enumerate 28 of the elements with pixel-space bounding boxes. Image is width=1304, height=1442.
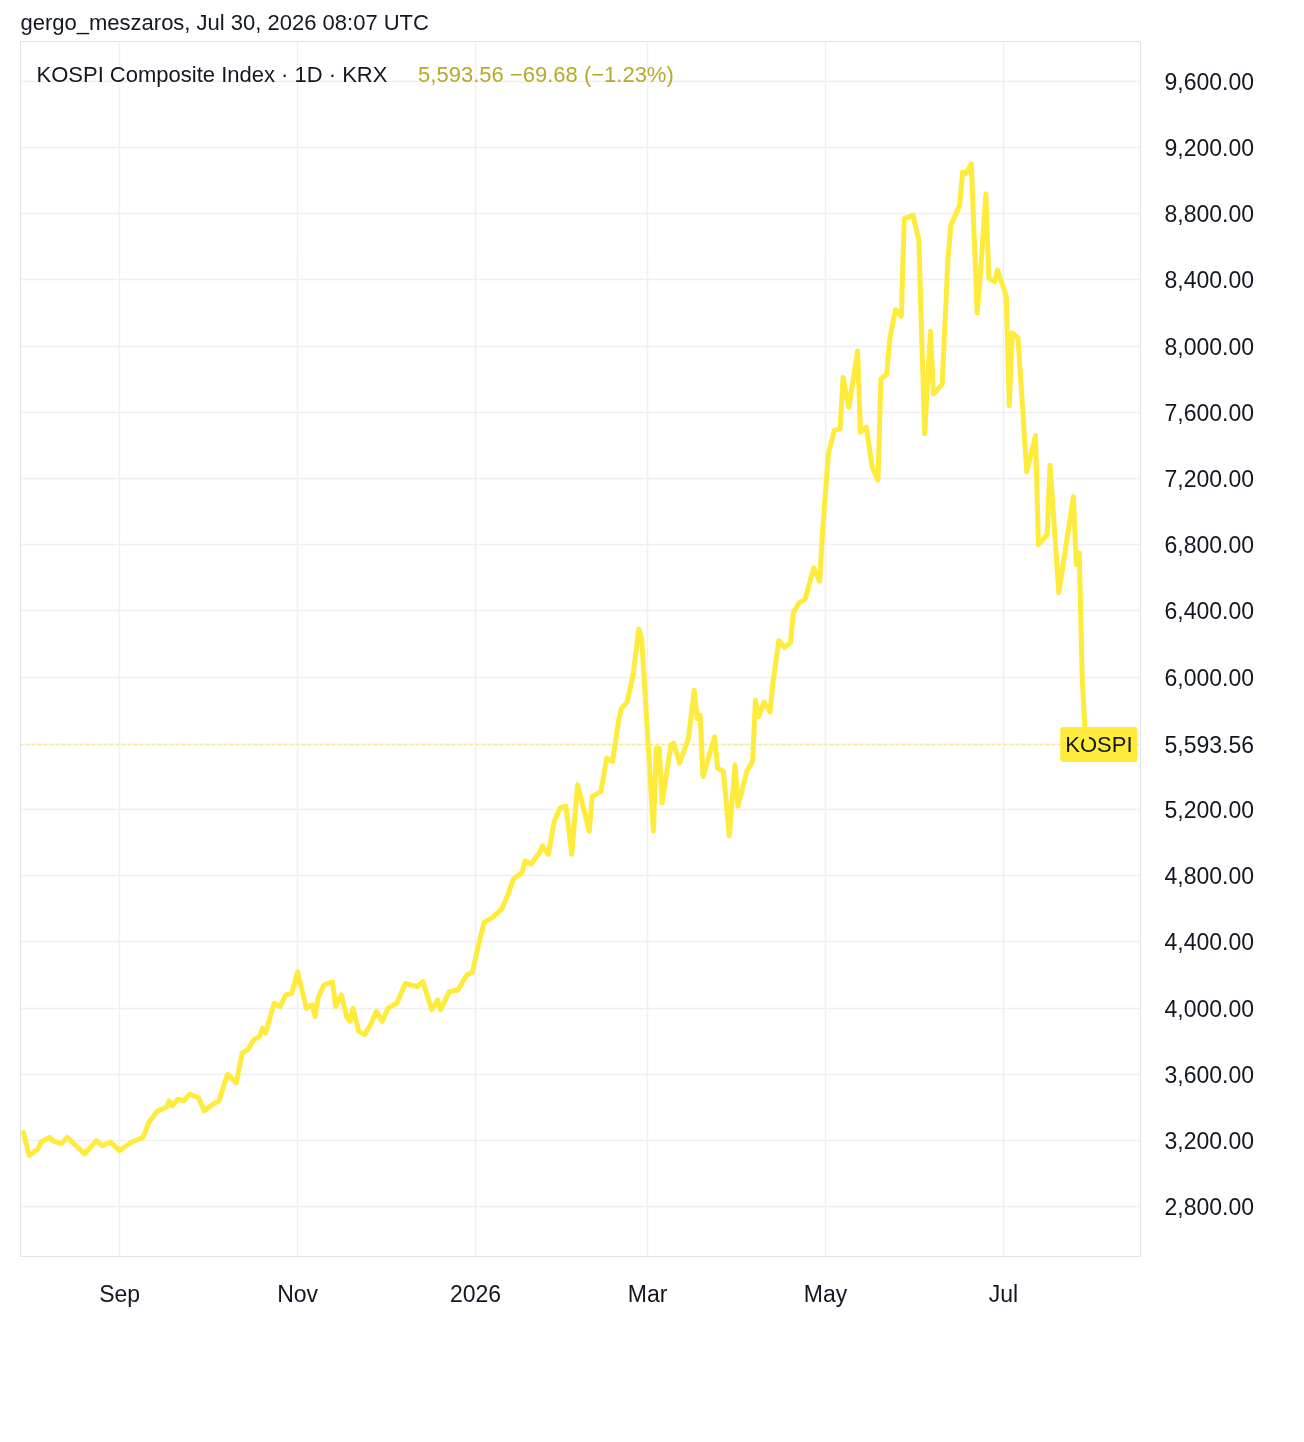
y-tick-label: 4,000.00 [1164, 995, 1255, 1022]
y-tick-label: 3,600.00 [1164, 1061, 1255, 1088]
y-tick-label: 4,400.00 [1164, 929, 1255, 956]
y-tick-label: 6,400.00 [1164, 598, 1255, 625]
x-tick-label: May [803, 1280, 848, 1307]
x-tick-label: Mar [627, 1280, 668, 1307]
y-tick-label: 8,000.00 [1164, 333, 1255, 360]
y-tick-label: 7,600.00 [1164, 399, 1255, 426]
x-tick-label: Sep [99, 1280, 141, 1307]
text: 5,593.56 −69.68 (−1.23%) [418, 62, 674, 87]
ref-line-label: KOSPI [1065, 731, 1133, 757]
y-tick-label: 8,800.00 [1164, 201, 1255, 228]
y-tick-label: 2,800.00 [1164, 1194, 1255, 1221]
x-tick-label: Nov [277, 1280, 319, 1307]
y-tick-label: 6,000.00 [1164, 664, 1255, 691]
x-tick-label: 2026 [449, 1280, 502, 1307]
y-tick-label: 8,400.00 [1164, 267, 1255, 294]
y-tick-label: 3,200.00 [1164, 1128, 1255, 1155]
text: gergo_meszaros, Jul 30, 2026 08:07 UTC [20, 9, 430, 35]
text: KOSPI Composite Index · 1D · KRX [36, 62, 388, 87]
y-tick-label: 6,800.00 [1164, 532, 1255, 559]
x-tick-label: Jul [988, 1280, 1019, 1307]
y-tick-label: 7,200.00 [1164, 466, 1255, 492]
y-tick-label: 9,200.00 [1164, 134, 1255, 161]
y-tick-label: 9,600.00 [1164, 68, 1255, 95]
y-tick-label: 5,593.56 [1164, 731, 1255, 758]
y-tick-label: 5,200.00 [1164, 797, 1255, 824]
y-tick-label: 4,800.00 [1164, 863, 1255, 890]
